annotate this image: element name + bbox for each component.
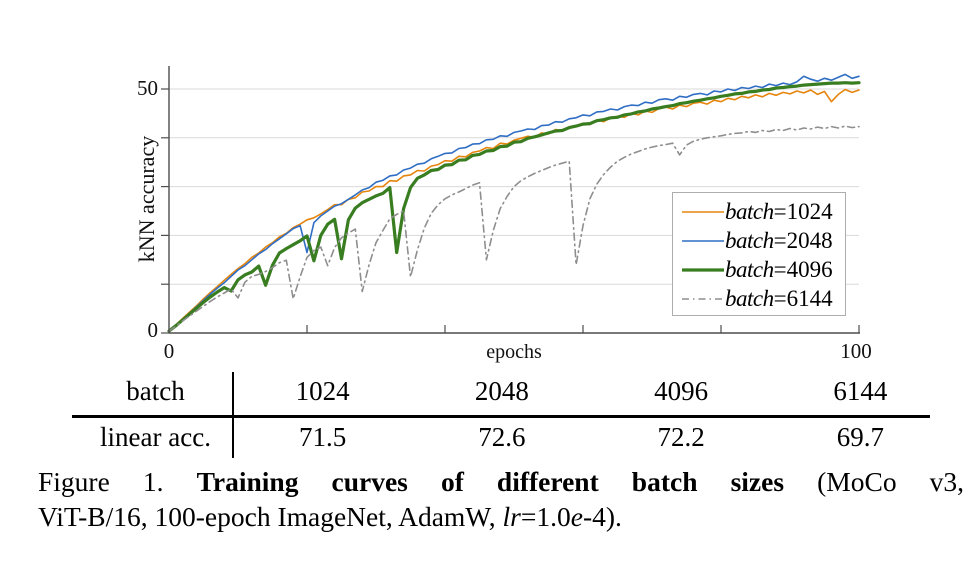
legend-swatch-batch-4096 [682, 267, 724, 272]
legend-var: batch [725, 285, 774, 311]
caption-line2-end: -4). [582, 501, 622, 532]
table-col-6144: 6144 [833, 376, 888, 406]
legend-item-batch-6144: batch =6144 [681, 284, 845, 313]
legend-value: =4096 [773, 256, 833, 282]
chart-curves [167, 73, 861, 333]
results-table: batch 1024 2048 4096 6144 linear acc. 71… [38, 369, 950, 459]
caption-bold-title: Training curves of different batch sizes [196, 466, 785, 497]
caption-mid: =1.0 [520, 501, 571, 532]
legend-swatch-batch-6144 [682, 297, 724, 300]
legend-value: =6144 [773, 285, 833, 311]
series-line-batch-4096 [167, 81, 861, 333]
series-line-batch-6144 [168, 125, 860, 332]
y-tick-label-0: 0 [147, 318, 159, 342]
chart-legend: batch =1024 batch =2048 batch =4096 batch =6… [672, 192, 846, 316]
table-col-4096: 4096 [654, 376, 709, 406]
axis-ticks [161, 88, 860, 334]
legend-var: batch [725, 227, 774, 253]
table-col-1024: 1024 [295, 376, 350, 406]
legend-item-batch-4096: batch =4096 [681, 255, 845, 284]
legend-item-batch-2048: batch =2048 [681, 226, 845, 255]
legend-value: =1024 [773, 198, 833, 224]
caption-line-1: Figure 1. Training curves of different b… [38, 464, 964, 499]
caption-lr-italic: lr [502, 501, 521, 532]
table-horizontal-rule [72, 415, 930, 418]
table-col-2048: 2048 [474, 376, 529, 406]
figure-caption: Figure 1. Training curves of different b… [38, 464, 964, 534]
table-vertical-divider [232, 372, 234, 458]
caption-e-italic: e [570, 501, 583, 532]
x-tick-label-0: 0 [163, 339, 175, 363]
table-row-label-linear-acc: linear acc. [100, 422, 211, 452]
table-header-batch: batch [126, 376, 185, 406]
legend-item-batch-1024: batch =1024 [681, 197, 845, 226]
caption-line-2: ViT-B/16, 100-epoch ImageNet, AdamW, lr=… [38, 499, 964, 534]
table-value-6144: 69.7 [836, 422, 884, 452]
y-tick-label-50: 50 [137, 76, 158, 100]
training-curves-chart [161, 66, 861, 334]
x-tick-label-100: 100 [840, 339, 872, 363]
table-value-4096: 72.2 [657, 422, 705, 452]
caption-line1-rest: (MoCo v3, [784, 466, 965, 497]
y-axis-label: kNN accuracy [134, 135, 159, 263]
series-line-batch-2048 [168, 73, 860, 332]
legend-var: batch [725, 198, 774, 224]
legend-swatch-batch-2048 [682, 239, 724, 242]
legend-var: batch [725, 256, 774, 282]
table-value-2048: 72.6 [478, 422, 526, 452]
table-value-1024: 71.5 [299, 422, 347, 452]
caption-line2-pre: ViT-B/16, 100-epoch ImageNet, AdamW, [38, 501, 503, 532]
legend-swatch-batch-1024 [682, 210, 724, 213]
legend-value: =2048 [773, 227, 833, 253]
caption-figure-label: Figure 1. [38, 466, 164, 497]
x-axis-label: epochs [486, 341, 542, 363]
